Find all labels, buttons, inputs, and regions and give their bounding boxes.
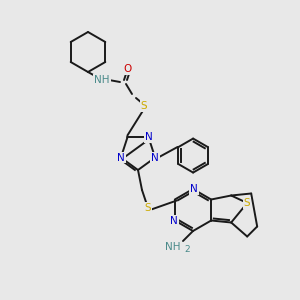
Text: 2: 2 [184, 245, 190, 254]
Text: N: N [117, 153, 125, 163]
Text: N: N [145, 132, 152, 142]
Text: N: N [170, 215, 178, 226]
Text: O: O [123, 64, 131, 74]
Text: S: S [244, 198, 250, 208]
Text: S: S [145, 203, 151, 213]
Text: S: S [141, 101, 147, 111]
Text: NH: NH [165, 242, 181, 252]
Text: N: N [190, 184, 198, 194]
Text: NH: NH [94, 75, 110, 85]
Text: N: N [151, 153, 159, 163]
